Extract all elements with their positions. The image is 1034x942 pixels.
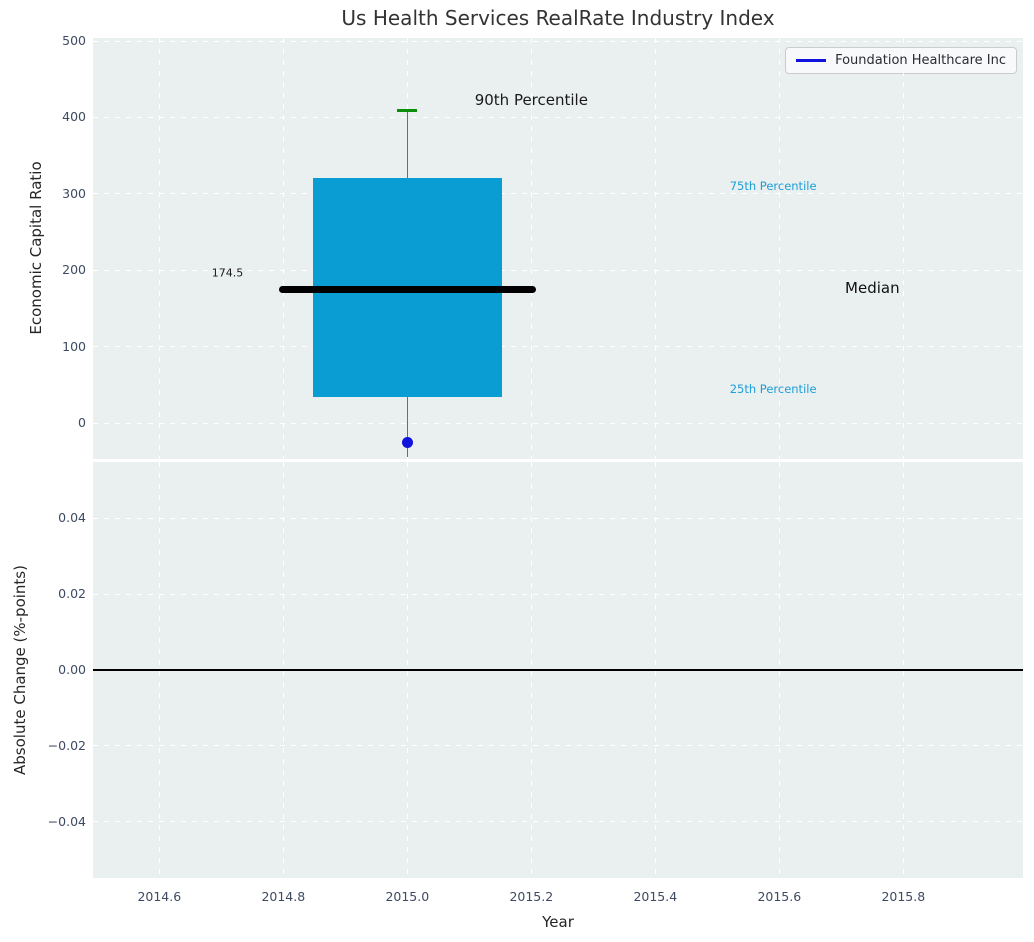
x-tick-label: 2015.8 — [881, 889, 926, 904]
gridline-horizontal — [93, 821, 1023, 823]
p90-cap — [397, 108, 418, 112]
gridline-horizontal — [93, 517, 1023, 519]
y-tick-label: −0.02 — [47, 737, 86, 753]
x-tick-label: 2015.2 — [509, 889, 554, 904]
annotation-174-5: 174.5 — [211, 266, 244, 280]
y-tick-label: 500 — [62, 33, 86, 49]
y-tick-label: 0.00 — [58, 662, 86, 677]
annotation-25th-percentile: 25th Percentile — [729, 382, 817, 397]
gridline-horizontal — [93, 422, 1023, 424]
x-tick-label: 2014.6 — [137, 889, 182, 904]
y-tick-label: 0 — [78, 415, 86, 431]
median-line — [278, 286, 536, 294]
x-tick-label: 2014.8 — [261, 889, 306, 904]
x-tick-label: 2015.0 — [385, 889, 430, 904]
gridline-vertical — [654, 38, 656, 459]
gridline-horizontal — [93, 593, 1023, 595]
legend-label: Foundation Healthcare Inc — [835, 53, 1006, 68]
gridline-horizontal — [93, 193, 1023, 195]
x-tick-label: 2015.4 — [633, 889, 678, 904]
gridline-horizontal — [93, 745, 1023, 747]
legend: Foundation Healthcare Inc — [785, 47, 1017, 74]
annotation-75th-percentile: 75th Percentile — [729, 179, 817, 194]
gridline-vertical — [158, 38, 160, 459]
y-tick-label: 0.02 — [58, 586, 86, 602]
x-tick-label: 2015.6 — [757, 889, 802, 904]
annotation-median: Median — [845, 278, 900, 297]
legend-line-swatch — [796, 59, 827, 62]
gridline-horizontal — [93, 40, 1023, 42]
y-tick-label: 200 — [62, 262, 86, 278]
gridline-horizontal — [93, 269, 1023, 271]
annotation-90th-percentile: 90th Percentile — [474, 90, 588, 109]
axes-absolute-change — [93, 462, 1023, 878]
company-marker — [401, 436, 413, 448]
gridline-vertical — [530, 38, 532, 459]
y-tick-label: −0.04 — [47, 813, 86, 829]
gridline-horizontal — [93, 346, 1023, 348]
x-axis-label: Year — [542, 913, 574, 931]
gridline-vertical — [778, 38, 780, 459]
y-tick-label: 100 — [62, 338, 86, 354]
y-tick-label: 300 — [62, 185, 86, 201]
chart-title: Us Health Services RealRate Industry Ind… — [341, 6, 775, 30]
gridline-horizontal — [93, 116, 1023, 118]
gridline-vertical — [282, 38, 284, 459]
y-tick-label: 0.04 — [58, 510, 86, 526]
axes-economic-capital-ratio: Foundation Healthcare Inc 90th Percentil… — [93, 38, 1023, 459]
zero-line — [93, 669, 1023, 671]
y-tick-label: 400 — [62, 109, 86, 125]
gridline-vertical — [902, 38, 904, 459]
